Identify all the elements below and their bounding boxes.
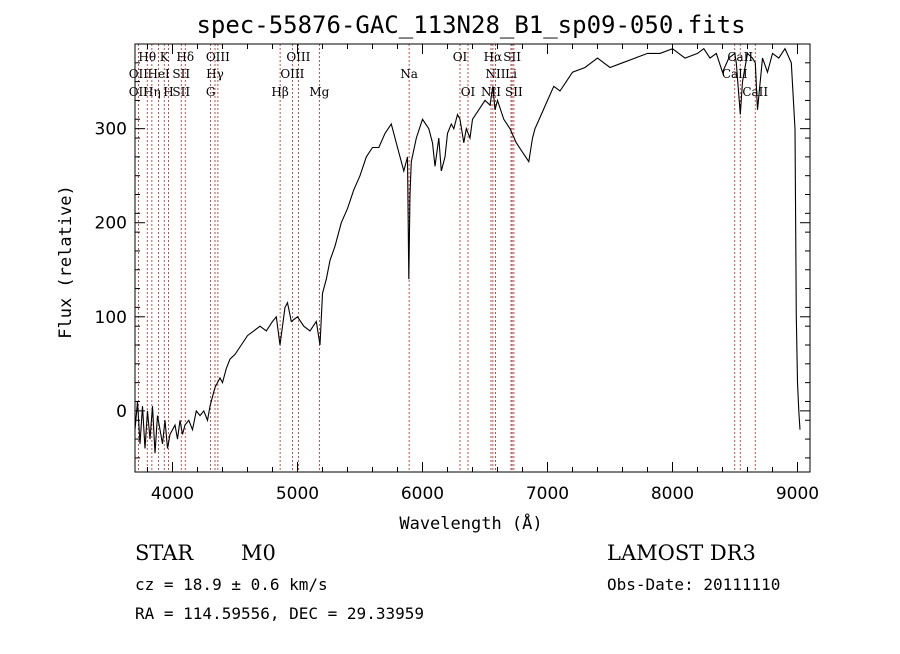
x-tick-label: 6000 xyxy=(401,484,444,504)
redshift-text: cz = 18.9 ± 0.6 km/s xyxy=(135,575,328,594)
plot-frame xyxy=(134,43,811,473)
line-marker-label: HeI xyxy=(147,67,170,81)
coordinates: RA = 114.59556, DEC = 29.33959 xyxy=(135,604,424,623)
line-marker-label: OII xyxy=(129,85,149,99)
survey-name: LAMOST DR3 xyxy=(607,541,756,565)
line-marker-label: NII xyxy=(481,85,501,99)
line-marker-label: Li xyxy=(505,67,517,81)
line-marker-label: OI xyxy=(461,85,476,99)
object-subclass: M0 xyxy=(241,541,276,565)
x-axis-ticks: 4000 5000 6000 7000 8000 9000 xyxy=(147,44,819,504)
line-marker-label: Hδ xyxy=(176,50,194,64)
y-axis-ticks: 0 100 200 300 xyxy=(95,62,810,459)
y-tick-label: 100 xyxy=(95,308,127,328)
line-marker-label: Hβ xyxy=(271,85,288,99)
line-marker-label: OIII xyxy=(206,50,230,64)
line-marker-label: OIII xyxy=(286,50,310,64)
line-marker-label: OIII xyxy=(280,67,304,81)
line-marker-label: CaII xyxy=(727,50,753,64)
x-tick-label: 7000 xyxy=(526,484,569,504)
y-tick-label: 200 xyxy=(95,214,127,234)
x-tick-label: 5000 xyxy=(276,484,319,504)
line-marker-label: SII xyxy=(503,50,521,64)
line-marker-label: G xyxy=(206,85,216,99)
y-tick-label: 300 xyxy=(95,120,127,140)
line-marker-label: H xyxy=(163,85,173,99)
line-marker-label: Hγ xyxy=(206,67,224,81)
line-marker-label: Mg xyxy=(309,85,329,99)
line-marker-label: CaII xyxy=(742,85,768,99)
line-marker-label: SII xyxy=(172,85,190,99)
x-tick-label: 8000 xyxy=(651,484,694,504)
line-marker-label: Hθ xyxy=(138,50,156,64)
line-marker-label: K xyxy=(160,50,170,64)
line-marker-label: SII xyxy=(505,85,523,99)
x-axis-label: Wavelength (Å) xyxy=(399,512,542,534)
line-marker-label: OII xyxy=(129,67,149,81)
object-class: STAR xyxy=(135,541,194,565)
line-markers xyxy=(137,44,756,472)
line-marker-label: CaII xyxy=(722,67,748,81)
line-marker-label: Hη xyxy=(143,85,161,99)
spectrum-line xyxy=(134,47,801,454)
chart-title: spec-55876-GAC_113N28_B1_sp09-050.fits xyxy=(196,11,745,39)
obs-date: Obs-Date: 20111110 xyxy=(607,575,780,594)
line-marker-label: NII xyxy=(486,67,506,81)
line-marker-label: Hα xyxy=(484,50,503,64)
y-tick-label: 0 xyxy=(116,402,127,422)
line-marker-label: SII xyxy=(172,67,190,81)
line-marker-label: Na xyxy=(400,67,418,81)
line-marker-label: OI xyxy=(453,50,468,64)
x-tick-label: 9000 xyxy=(776,484,819,504)
y-axis-label: Flux (relative) xyxy=(56,185,76,339)
x-tick-label: 4000 xyxy=(151,484,194,504)
